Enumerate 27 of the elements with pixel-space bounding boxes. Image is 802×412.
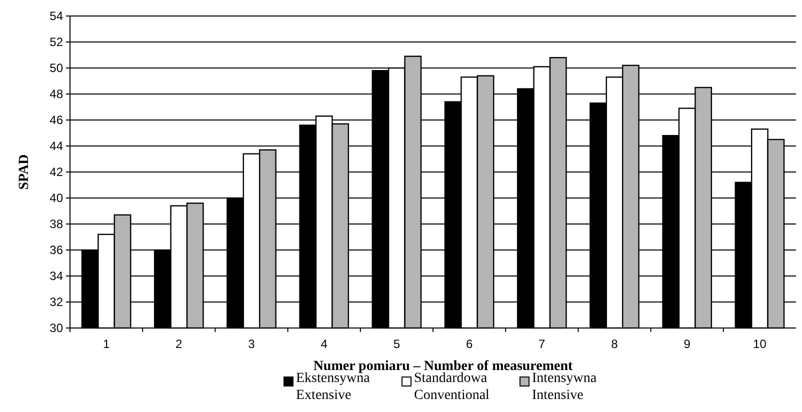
y-tick-label: 54 xyxy=(50,9,64,24)
y-tick-label: 48 xyxy=(50,87,64,102)
x-tick-label: 8 xyxy=(611,337,618,351)
y-tick-label: 30 xyxy=(50,321,64,336)
x-tick-label: 1 xyxy=(102,337,110,351)
y-tick-label: 46 xyxy=(50,113,64,128)
y-axis-title: SPAD xyxy=(17,154,32,190)
x-tick-label: 4 xyxy=(320,337,328,351)
x-tick-label: 5 xyxy=(393,337,400,351)
x-tick-label: 2 xyxy=(176,337,183,351)
y-tick-label: 36 xyxy=(50,243,64,258)
y-tick-label: 38 xyxy=(50,217,64,232)
x-tick-label: 10 xyxy=(753,337,767,351)
legend-label: Intensywna Intensive xyxy=(532,371,598,403)
y-tick-label: 50 xyxy=(50,61,64,76)
y-tick-label: 40 xyxy=(50,191,64,206)
y-tick-label: 52 xyxy=(50,35,64,50)
y-tick-label: 42 xyxy=(50,165,64,180)
x-tick-label: 3 xyxy=(248,337,256,351)
x-tick-label: 6 xyxy=(466,337,473,351)
y-tick-label: 34 xyxy=(50,269,64,284)
legend-label: Standardowa Conventional xyxy=(414,371,490,403)
legend-label: Ekstensywna Extensive xyxy=(296,371,371,403)
y-tick-label: 32 xyxy=(50,295,64,310)
x-tick-label: 9 xyxy=(684,337,691,351)
x-tick-label: 7 xyxy=(538,337,546,351)
y-tick-label: 44 xyxy=(50,139,64,154)
